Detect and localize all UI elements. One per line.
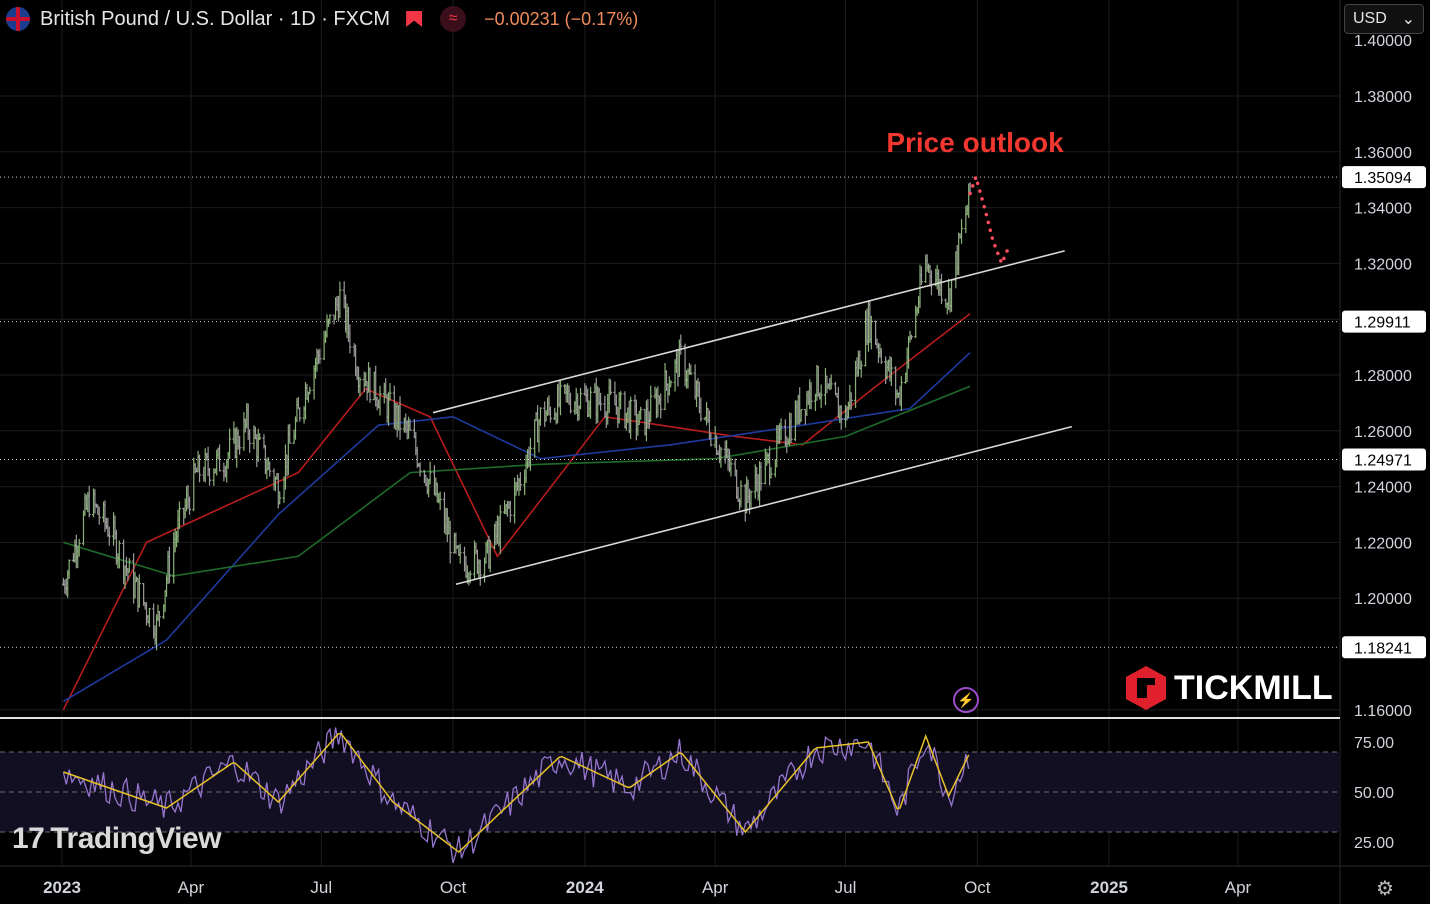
trend-channel[interactable] bbox=[432, 250, 1073, 586]
price-axis-label: 1.16000 bbox=[1354, 703, 1412, 720]
price-level-tag bbox=[1342, 636, 1426, 659]
rsi-axis-label: 75.00 bbox=[1354, 735, 1394, 752]
price-axis-label: 1.36000 bbox=[1354, 145, 1412, 162]
time-axis-label: Apr bbox=[178, 878, 205, 897]
price-axis-label: 1.24000 bbox=[1354, 480, 1412, 497]
time-axis[interactable]: 2023 Apr Jul Oct 2024 Apr Jul Oct 2025 Apr bbox=[43, 878, 1251, 897]
time-axis-label: Apr bbox=[702, 878, 729, 897]
symbol-title[interactable]: British Pound / U.S. Dollar · 1D · FXCM bbox=[40, 7, 391, 30]
bookmark-flag-icon[interactable] bbox=[406, 11, 423, 27]
rsi-axis-label: 50.00 bbox=[1354, 785, 1394, 802]
price-axis-label: 1.20000 bbox=[1354, 591, 1412, 608]
tradingview-logo[interactable]: 17 TradingView bbox=[12, 822, 222, 856]
time-axis-label: 2024 bbox=[566, 878, 604, 897]
price-level-label: 1.24971 bbox=[1354, 453, 1412, 470]
price-level-tag bbox=[1342, 310, 1426, 333]
price-level-label: 1.35094 bbox=[1354, 170, 1412, 187]
price-axis-label: 1.22000 bbox=[1354, 535, 1412, 552]
moving-averages bbox=[62, 312, 971, 711]
price-level-label: 1.18241 bbox=[1354, 640, 1412, 657]
price-levels bbox=[0, 176, 1340, 648]
currency-value: USD bbox=[1353, 10, 1387, 27]
forecast-dotted-line bbox=[968, 171, 1012, 269]
forecast-path bbox=[968, 171, 1012, 269]
moving-average-slow bbox=[63, 385, 971, 577]
price-level-tag bbox=[1342, 448, 1426, 471]
tradingview-wordmark: TradingView bbox=[50, 822, 222, 855]
price-axis-label: 1.38000 bbox=[1354, 89, 1412, 106]
tradingview-mark-icon: 17 bbox=[12, 822, 45, 855]
plot-background bbox=[0, 0, 1340, 718]
moving-average-mid bbox=[62, 352, 971, 703]
time-axis-label: Oct bbox=[440, 878, 467, 897]
channel-line[interactable] bbox=[455, 425, 1073, 586]
time-axis-label: Jul bbox=[835, 878, 857, 897]
channel-line[interactable] bbox=[432, 250, 1065, 414]
rsi-pane[interactable] bbox=[0, 727, 1340, 864]
price-axis-label: 1.28000 bbox=[1354, 368, 1412, 385]
price-level-label: 1.29911 bbox=[1354, 315, 1411, 332]
gear-icon[interactable]: ⚙ bbox=[1376, 878, 1394, 900]
chevron-down-icon: ⌄ bbox=[1401, 11, 1415, 28]
rsi-axis: 75.00 50.00 25.00 bbox=[1354, 735, 1394, 852]
rsi-axis-label: 25.00 bbox=[1354, 835, 1394, 852]
currency-selector[interactable]: USD ⌄ bbox=[1344, 4, 1424, 34]
candlestick-series bbox=[61, 182, 972, 651]
price-axis-label: 1.32000 bbox=[1354, 256, 1412, 273]
symbol-header[interactable]: British Pound / U.S. Dollar · 1D · FXCM … bbox=[6, 4, 638, 34]
tickmill-logo: TICKMILL bbox=[1126, 666, 1333, 710]
price-axis-label: 1.40000 bbox=[1354, 33, 1412, 50]
price-axis-label: 1.34000 bbox=[1354, 201, 1412, 218]
price-change: −0.00231 (−0.17%) bbox=[484, 8, 639, 29]
time-axis-label: 2023 bbox=[43, 878, 81, 897]
price-axis[interactable]: 1.380001.360001.340001.320001.300001.280… bbox=[1342, 33, 1426, 720]
tickmill-mark-icon bbox=[1126, 666, 1166, 710]
time-axis-label: Apr bbox=[1225, 878, 1252, 897]
gbp-usd-flag-icon bbox=[6, 7, 30, 31]
price-outlook-annotation: Price outlook bbox=[886, 127, 1064, 158]
time-axis-label: 2025 bbox=[1090, 878, 1128, 897]
tickmill-wordmark: TICKMILL bbox=[1174, 668, 1333, 707]
wave-icon[interactable]: ≈ bbox=[440, 6, 467, 32]
price-axis-label: 1.26000 bbox=[1354, 424, 1412, 441]
moving-average-fast bbox=[62, 312, 971, 711]
price-level-tag bbox=[1342, 166, 1426, 189]
rsi-ma-line bbox=[63, 732, 970, 853]
time-axis-label: Jul bbox=[310, 878, 332, 897]
time-axis-label: Oct bbox=[964, 878, 991, 897]
lightning-icon[interactable]: ⚡ bbox=[953, 687, 979, 713]
